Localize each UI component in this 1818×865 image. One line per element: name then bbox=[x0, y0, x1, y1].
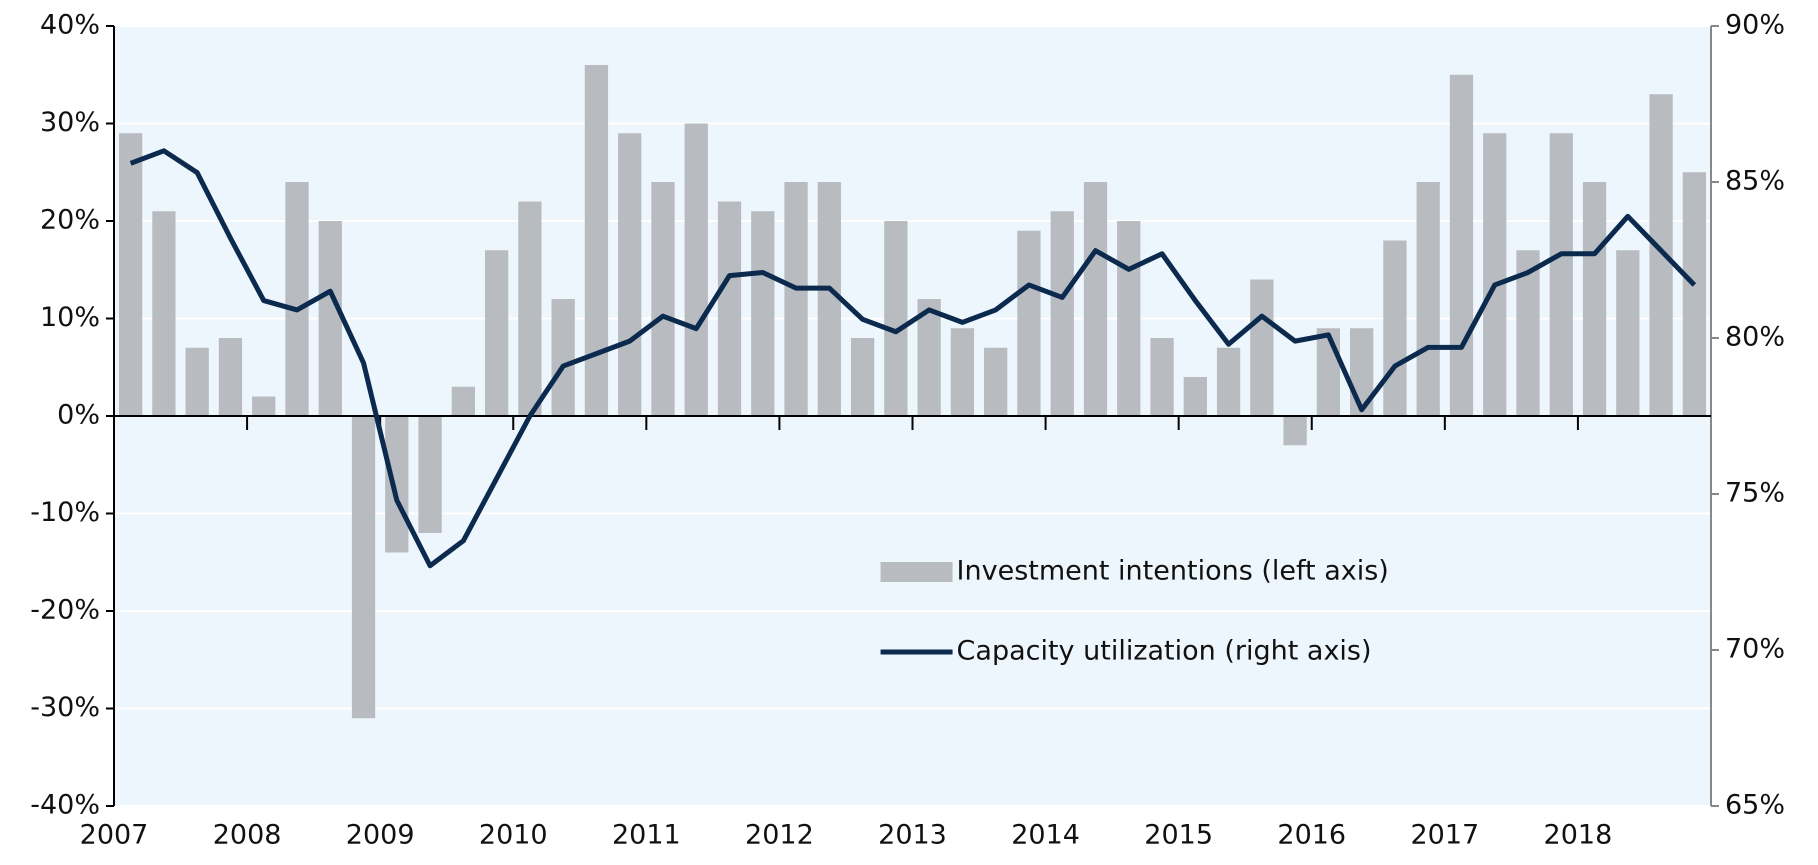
bar bbox=[285, 182, 309, 416]
y-tick-label: -30% bbox=[30, 692, 100, 723]
bar bbox=[1449, 74, 1474, 416]
bar bbox=[1050, 211, 1074, 416]
bar bbox=[784, 182, 808, 416]
bar bbox=[385, 416, 409, 553]
y2-tick-label: 65% bbox=[1725, 790, 1785, 821]
bar bbox=[984, 347, 1008, 416]
x-tick-label: 2017 bbox=[1410, 820, 1479, 851]
bar bbox=[118, 133, 143, 416]
bar bbox=[451, 386, 475, 416]
x-tick-label: 2015 bbox=[1144, 820, 1213, 851]
bar bbox=[218, 338, 243, 416]
y-tick-label: 30% bbox=[40, 107, 100, 138]
bar bbox=[1649, 94, 1673, 416]
x-tick-label: 2009 bbox=[346, 820, 415, 851]
bar bbox=[518, 201, 542, 416]
bar bbox=[884, 221, 908, 416]
legend-label: Capacity utilization (right axis) bbox=[957, 636, 1372, 667]
y-tick-label: -40% bbox=[30, 790, 100, 821]
x-tick-label: 2018 bbox=[1544, 820, 1613, 851]
bar bbox=[1616, 250, 1640, 416]
bar bbox=[152, 211, 176, 416]
line bbox=[129, 148, 1697, 569]
bar bbox=[1117, 221, 1141, 416]
x-tick-label: 2010 bbox=[479, 820, 548, 851]
bar bbox=[551, 299, 575, 416]
bar bbox=[717, 201, 742, 416]
y2-tick-label: 70% bbox=[1725, 634, 1785, 665]
bar bbox=[318, 221, 342, 416]
bar bbox=[1216, 347, 1241, 416]
bar bbox=[1383, 240, 1407, 416]
bar bbox=[484, 250, 509, 416]
bar bbox=[751, 211, 775, 416]
x-tick-label: 2007 bbox=[80, 820, 149, 851]
bar bbox=[1516, 250, 1540, 416]
bar bbox=[1083, 182, 1108, 416]
y-tick-label: -10% bbox=[30, 497, 100, 528]
bar bbox=[651, 182, 675, 416]
y-tick-label: 20% bbox=[40, 205, 100, 236]
y2-tick-label: 85% bbox=[1725, 166, 1785, 197]
bar bbox=[1183, 377, 1207, 416]
bar bbox=[917, 299, 941, 416]
x-tick-label: 2013 bbox=[878, 820, 947, 851]
bar bbox=[684, 123, 708, 416]
legend-swatch bbox=[880, 562, 953, 582]
bar bbox=[252, 396, 276, 416]
bar bbox=[1250, 279, 1274, 416]
y2-tick-label: 80% bbox=[1725, 322, 1785, 353]
bar bbox=[618, 133, 642, 416]
y2-tick-label: 75% bbox=[1725, 478, 1785, 509]
legend-label: Investment intentions (left axis) bbox=[957, 556, 1389, 587]
bar bbox=[1416, 182, 1440, 416]
x-tick-label: 2011 bbox=[612, 820, 681, 851]
bar bbox=[1549, 133, 1573, 416]
y-tick-label: 40% bbox=[40, 10, 100, 41]
bar bbox=[1150, 338, 1174, 416]
x-tick-label: 2014 bbox=[1011, 820, 1080, 851]
bar bbox=[1483, 133, 1507, 416]
x-tick-label: 2008 bbox=[213, 820, 282, 851]
x-tick-label: 2016 bbox=[1277, 820, 1346, 851]
y-tick-label: 10% bbox=[40, 302, 100, 333]
y-tick-label: 0% bbox=[57, 400, 100, 431]
y-tick-label: -20% bbox=[30, 595, 100, 626]
bar bbox=[1582, 182, 1607, 416]
bar bbox=[950, 328, 975, 416]
bar bbox=[1017, 230, 1041, 416]
x-tick-label: 2012 bbox=[745, 820, 814, 851]
bar bbox=[850, 338, 875, 416]
y2-tick-label: 90% bbox=[1725, 10, 1785, 41]
bar bbox=[584, 65, 609, 416]
bar bbox=[185, 347, 209, 416]
bar bbox=[1682, 172, 1707, 416]
bar bbox=[351, 416, 376, 719]
bar bbox=[817, 182, 841, 416]
bar bbox=[418, 416, 442, 533]
bar bbox=[1316, 328, 1341, 416]
bar bbox=[1283, 416, 1307, 446]
